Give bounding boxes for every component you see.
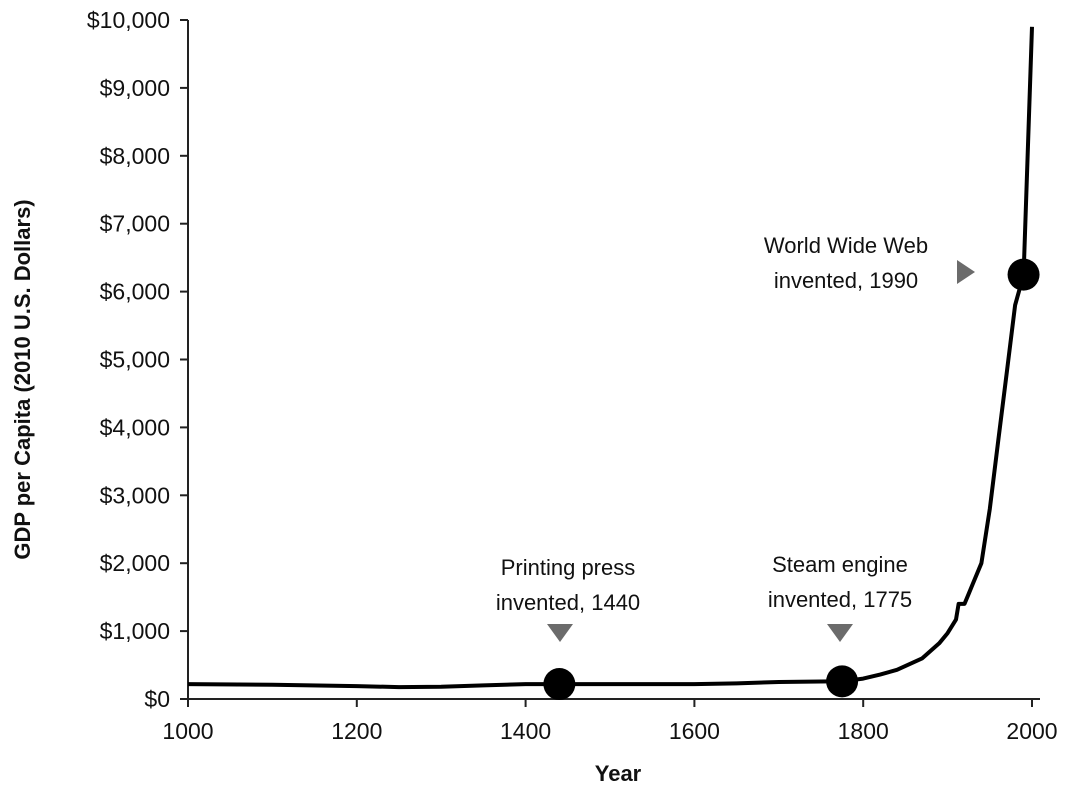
x-tick-label: 1200 xyxy=(331,718,382,744)
x-tick-label: 1400 xyxy=(500,718,551,744)
y-tick-label: $4,000 xyxy=(100,414,170,440)
annotation-label: invented, 1990 xyxy=(774,268,918,293)
annotation-label: invented, 1440 xyxy=(496,590,640,615)
event-markers xyxy=(543,258,1040,701)
x-tick-label: 1800 xyxy=(838,718,889,744)
y-tick-label: $10,000 xyxy=(87,7,170,33)
gdp-series-line xyxy=(187,26,1034,690)
y-tick-label: $3,000 xyxy=(100,482,170,508)
annotation-label: Printing press xyxy=(501,555,636,580)
annotation-label: Steam engine xyxy=(772,552,908,577)
x-axis-ticks: 1000 1200 1400 1600 1800 2000 xyxy=(162,699,1058,744)
annotation-pointer xyxy=(827,624,853,642)
event-annotations: Printing press invented, 1440 Steam engine… xyxy=(496,233,975,642)
event-marker-dot xyxy=(1007,258,1040,291)
y-tick-label: $1,000 xyxy=(100,618,170,644)
y-tick-label: $2,000 xyxy=(100,550,170,576)
annotation-pointer xyxy=(547,624,573,642)
x-tick-label: 1600 xyxy=(669,718,720,744)
y-axis-ticks: $0 $1,000 $2,000 $3,000 $4,000 $5,000 $6,000 $7… xyxy=(87,7,188,712)
annotation-label: World Wide Web xyxy=(764,233,928,258)
y-tick-label: $6,000 xyxy=(100,279,170,305)
y-tick-label: $9,000 xyxy=(100,75,170,101)
annotation-pointer xyxy=(957,260,975,284)
x-axis-title: Year xyxy=(595,761,642,786)
annotation-label: invented, 1775 xyxy=(768,587,912,612)
x-tick-label: 1000 xyxy=(162,718,213,744)
y-axis-title: GDP per Capita (2010 U.S. Dollars) xyxy=(10,199,35,559)
y-tick-label: $5,000 xyxy=(100,347,170,373)
y-tick-label: $7,000 xyxy=(100,211,170,237)
y-tick-label: $0 xyxy=(144,686,170,712)
event-marker-dot xyxy=(543,668,576,701)
x-tick-label: 2000 xyxy=(1006,718,1057,744)
y-tick-label: $8,000 xyxy=(100,143,170,169)
event-marker-dot xyxy=(826,665,859,698)
